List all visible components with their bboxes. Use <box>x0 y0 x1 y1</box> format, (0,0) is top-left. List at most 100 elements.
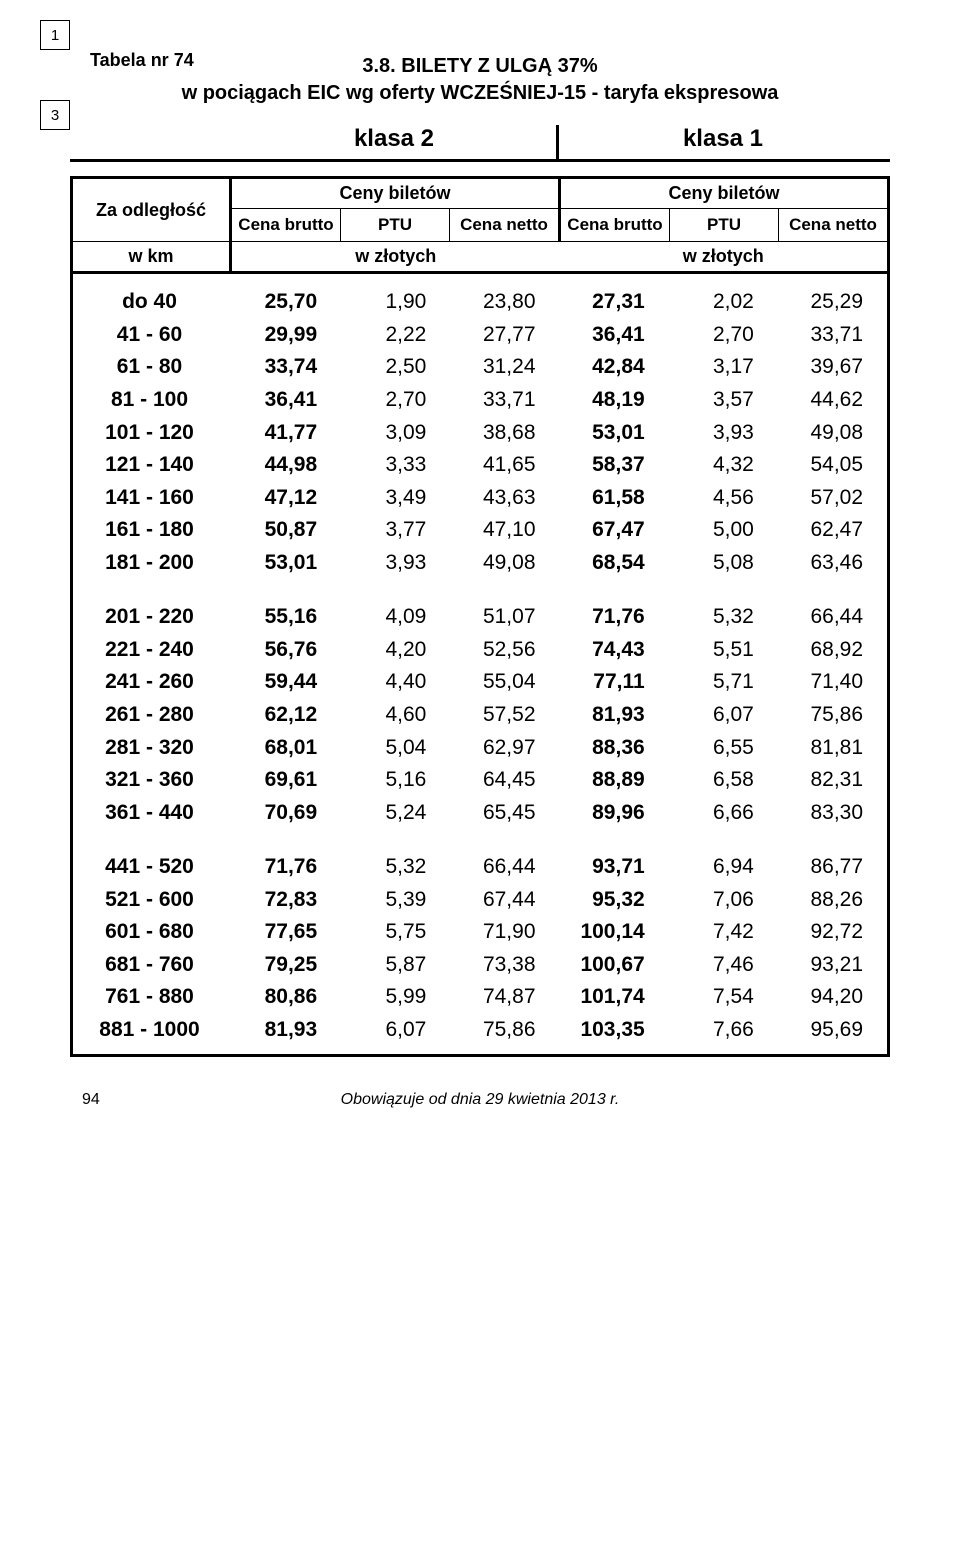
value-cell-netto2: 38,68 <box>450 417 559 450</box>
value-cell-ptu1: 6,66 <box>669 797 778 830</box>
value-cell-brutto2: 62,12 <box>232 699 341 732</box>
header-row-2: w km w złotych w złotych <box>73 241 887 271</box>
distance-cell: 41 - 60 <box>73 319 232 352</box>
distance-cell: 121 - 140 <box>73 449 232 482</box>
distance-cell: 181 - 200 <box>73 547 232 580</box>
value-cell-netto1: 95,69 <box>778 1014 887 1047</box>
footer-page-number: 94 <box>82 1091 142 1109</box>
table-row: 101 - 12041,773,0938,6853,013,9349,08 <box>73 417 887 450</box>
value-cell-ptu2: 5,75 <box>341 916 450 949</box>
value-cell-brutto1: 42,84 <box>560 351 669 384</box>
table-row: 121 - 14044,983,3341,6558,374,3254,05 <box>73 449 887 482</box>
value-cell-brutto1: 74,43 <box>560 634 669 667</box>
distance-cell: 321 - 360 <box>73 764 232 797</box>
value-cell-ptu1: 5,71 <box>669 666 778 699</box>
value-cell-brutto1: 101,74 <box>560 981 669 1014</box>
value-cell-brutto1: 61,58 <box>560 482 669 515</box>
ceny-row: Ceny biletów Ceny biletów <box>232 179 887 209</box>
value-cell-ptu1: 7,54 <box>669 981 778 1014</box>
value-cell-netto2: 75,86 <box>450 1014 559 1047</box>
value-cell-netto1: 25,29 <box>778 286 887 319</box>
table-row: 521 - 60072,835,3967,4495,327,0688,26 <box>73 884 887 917</box>
value-cell-netto2: 52,56 <box>450 634 559 667</box>
value-cell-brutto2: 53,01 <box>232 547 341 580</box>
value-cell-brutto2: 36,41 <box>232 384 341 417</box>
value-cell-netto2: 55,04 <box>450 666 559 699</box>
table-row: 761 - 88080,865,9974,87101,747,5494,20 <box>73 981 887 1014</box>
value-cell-netto1: 57,02 <box>778 482 887 515</box>
value-cell-ptu2: 5,24 <box>341 797 450 830</box>
value-cell-ptu1: 3,57 <box>669 384 778 417</box>
value-cell-netto1: 39,67 <box>778 351 887 384</box>
table-row: 261 - 28062,124,6057,5281,936,0775,86 <box>73 699 887 732</box>
value-cell-ptu2: 5,87 <box>341 949 450 982</box>
table-row: 81 - 10036,412,7033,7148,193,5744,62 <box>73 384 887 417</box>
w-km-header: w km <box>73 242 232 271</box>
value-cell-brutto2: 50,87 <box>232 514 341 547</box>
table-row: 41 - 6029,992,2227,7736,412,7033,71 <box>73 319 887 352</box>
value-cell-netto1: 82,31 <box>778 764 887 797</box>
value-cell-brutto2: 71,76 <box>232 851 341 884</box>
value-cell-netto2: 43,63 <box>450 482 559 515</box>
klasa-spacer <box>70 125 232 159</box>
value-cell-netto1: 81,81 <box>778 732 887 765</box>
distance-cell: 441 - 520 <box>73 851 232 884</box>
value-cell-ptu1: 2,02 <box>669 286 778 319</box>
value-cell-brutto2: 81,93 <box>232 1014 341 1047</box>
value-cell-netto1: 44,62 <box>778 384 887 417</box>
table-row: 201 - 22055,164,0951,0771,765,3266,44 <box>73 601 887 634</box>
value-cell-netto1: 88,26 <box>778 884 887 917</box>
distance-cell: 101 - 120 <box>73 417 232 450</box>
value-cell-netto2: 41,65 <box>450 449 559 482</box>
value-cell-brutto2: 79,25 <box>232 949 341 982</box>
value-cell-brutto2: 72,83 <box>232 884 341 917</box>
value-cell-ptu2: 1,90 <box>341 286 450 319</box>
value-cell-ptu1: 3,93 <box>669 417 778 450</box>
value-cell-brutto1: 103,35 <box>560 1014 669 1047</box>
table-row: 681 - 76079,255,8773,38100,677,4693,21 <box>73 949 887 982</box>
value-cell-netto1: 92,72 <box>778 916 887 949</box>
value-cell-brutto1: 27,31 <box>560 286 669 319</box>
klasa-header-row: klasa 2 klasa 1 <box>70 125 890 162</box>
value-cell-brutto1: 67,47 <box>560 514 669 547</box>
value-cell-brutto1: 77,11 <box>560 666 669 699</box>
distance-cell: 161 - 180 <box>73 514 232 547</box>
value-cell-brutto2: 41,77 <box>232 417 341 450</box>
footer-text: Obowiązuje od dnia 29 kwietnia 2013 r. <box>142 1091 818 1109</box>
value-cell-brutto2: 47,12 <box>232 482 341 515</box>
value-cell-ptu1: 4,32 <box>669 449 778 482</box>
w-zlotych-2: w złotych <box>232 242 560 271</box>
group-gap <box>73 579 887 601</box>
value-cell-ptu2: 3,33 <box>341 449 450 482</box>
title-line-2: w pociągach EIC wg oferty WCZEŚNIEJ-15 -… <box>70 80 890 107</box>
klasa-2-header: klasa 2 <box>232 125 556 159</box>
value-cell-netto2: 33,71 <box>450 384 559 417</box>
value-cell-ptu1: 7,46 <box>669 949 778 982</box>
value-cell-ptu1: 5,51 <box>669 634 778 667</box>
distance-cell: 761 - 880 <box>73 981 232 1014</box>
corner-box-1: 1 <box>40 20 70 50</box>
value-cell-brutto1: 36,41 <box>560 319 669 352</box>
value-cell-brutto1: 81,93 <box>560 699 669 732</box>
value-cell-brutto1: 53,01 <box>560 417 669 450</box>
value-cell-brutto1: 48,19 <box>560 384 669 417</box>
value-cell-netto2: 31,24 <box>450 351 559 384</box>
table-row: 321 - 36069,615,1664,4588,896,5882,31 <box>73 764 887 797</box>
value-cell-brutto2: 68,01 <box>232 732 341 765</box>
value-cell-brutto2: 70,69 <box>232 797 341 830</box>
value-cell-ptu2: 5,39 <box>341 884 450 917</box>
value-cell-ptu1: 5,08 <box>669 547 778 580</box>
value-cell-ptu2: 4,09 <box>341 601 450 634</box>
table-row: do 4025,701,9023,8027,312,0225,29 <box>73 286 887 319</box>
distance-cell: 361 - 440 <box>73 797 232 830</box>
value-cell-ptu1: 3,17 <box>669 351 778 384</box>
value-cell-ptu1: 5,00 <box>669 514 778 547</box>
distance-cell: 261 - 280 <box>73 699 232 732</box>
value-cell-netto1: 62,47 <box>778 514 887 547</box>
table-row: 601 - 68077,655,7571,90100,147,4292,72 <box>73 916 887 949</box>
distance-cell: 881 - 1000 <box>73 1014 232 1047</box>
table-row: 161 - 18050,873,7747,1067,475,0062,47 <box>73 514 887 547</box>
cena-brutto-1: Cena brutto <box>561 209 670 241</box>
footer-spacer <box>818 1091 878 1109</box>
page: 1 3 Tabela nr 74 3.8. BILETY Z ULGĄ 37% … <box>0 0 960 1149</box>
